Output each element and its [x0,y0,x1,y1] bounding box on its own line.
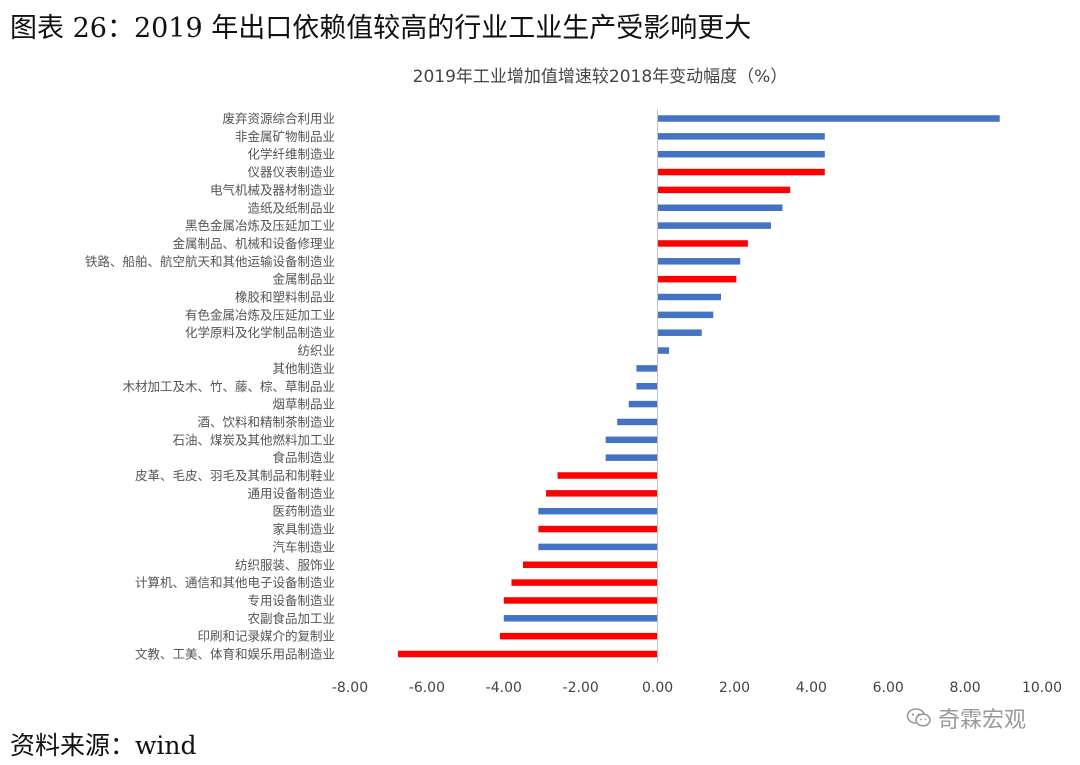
category-label: 通用设备制造业 [247,486,335,501]
bar [503,615,658,622]
bar [503,597,658,604]
category-label: 印刷和记录媒介的复制业 [197,629,335,644]
x-tick-label: -2.00 [563,680,599,696]
category-label: 仪器仪表制造业 [247,165,335,180]
bar [628,400,658,408]
x-axis-ticks: -8.00 -6.00 -4.00 -2.00 0.00 2.00 4.00 6.00 8.00… [332,680,1062,696]
bar [657,168,825,176]
watermark-text: 奇霖宏观 [938,708,1027,733]
bar [657,240,748,247]
category-label: 木材加工及木、竹、藤、棕、草制品业 [122,379,335,394]
category-label: 医药制造业 [272,504,335,519]
category-label: 石油、煤炭及其他燃料加工业 [172,432,335,447]
category-label: 烟草制品业 [272,397,335,412]
bar [657,133,825,140]
category-label: 电气机械及器材制造业 [210,182,335,197]
bar [538,507,658,515]
category-label: 橡胶和塑料制品业 [235,290,335,305]
category-label: 汽车制造业 [272,539,335,554]
bar [523,561,658,568]
category-label: 家具制造业 [272,522,335,537]
category-label: 农副食品加工业 [247,611,335,626]
category-label: 酒、饮料和精制茶制造业 [197,414,335,429]
x-tick-label: 10.00 [1022,680,1062,696]
figure-title: 图表 26：2019 年出口依赖值较高的行业工业生产受影响更大 [10,13,752,44]
category-label: 计算机、通信和其他电子设备制造业 [135,575,335,590]
category-label: 食品制造业 [272,450,335,465]
category-label: 纺织业 [297,343,335,358]
source-note: 资料来源：wind [10,731,197,760]
bar [657,275,737,283]
category-label: 黑色金属冶炼及压延加工业 [185,218,335,233]
category-label: 造纸及纸制品业 [247,200,335,215]
bar [657,258,741,265]
x-tick-label: -6.00 [409,680,445,696]
x-tick-label: 2.00 [719,680,750,696]
category-label: 非金属矿物制品业 [235,129,335,144]
watermark: 奇霖宏观 [906,702,1026,734]
category-label: 金属制品、机械和设备修理业 [172,236,335,251]
bar [657,329,702,336]
category-label: 文教、工美、体育和娱乐用品制造业 [135,647,335,662]
category-label: 其他制造业 [272,361,335,376]
bar [605,436,658,444]
bar [636,383,658,390]
bar [657,204,783,211]
chart-title: 2019年工业增加值增速较2018年变动幅度（%） [413,67,788,87]
bar [657,115,1000,122]
bar [657,347,670,354]
bar [657,186,791,194]
wechat-icon [906,708,931,727]
x-tick-label: 8.00 [950,680,981,696]
bar [657,222,771,229]
category-label: 铁路、船舶、航空航天和其他运输设备制造业 [85,254,335,269]
category-label: 纺织服装、服饰业 [235,557,335,572]
bar [557,472,658,479]
bar [657,293,721,301]
bar [511,579,658,586]
x-tick-label: -8.00 [332,680,368,696]
bar [605,454,658,461]
category-label: 化学原料及化学制品制造业 [185,325,335,340]
category-label: 皮革、毛皮、羽毛及其制品和制鞋业 [135,468,335,483]
bar [657,150,825,158]
bar [499,632,658,640]
x-tick-label: -4.00 [486,680,522,696]
bar [636,365,658,372]
category-label: 有色金属冶炼及压延加工业 [185,307,335,322]
x-tick-label: 0.00 [642,680,673,696]
x-tick-label: 6.00 [873,680,904,696]
bar [538,543,658,551]
category-label: 化学纤维制造业 [247,147,335,162]
bar [538,525,658,533]
bars [398,115,1000,658]
bar [546,490,658,497]
x-tick-label: 4.00 [796,680,827,696]
bar [617,418,658,426]
category-labels: 废弃资源综合利用业非金属矿物制品业化学纤维制造业仪器仪表制造业电气机械及器材制造… [85,111,335,662]
category-label: 金属制品业 [272,272,335,287]
bar [398,650,658,658]
bar-chart: 2019年工业增加值增速较2018年变动幅度（%） 废弃资源综合利用业非金属矿物… [85,67,1062,696]
category-label: 废弃资源综合利用业 [222,111,335,126]
bar [657,311,714,319]
category-label: 专用设备制造业 [247,593,335,608]
